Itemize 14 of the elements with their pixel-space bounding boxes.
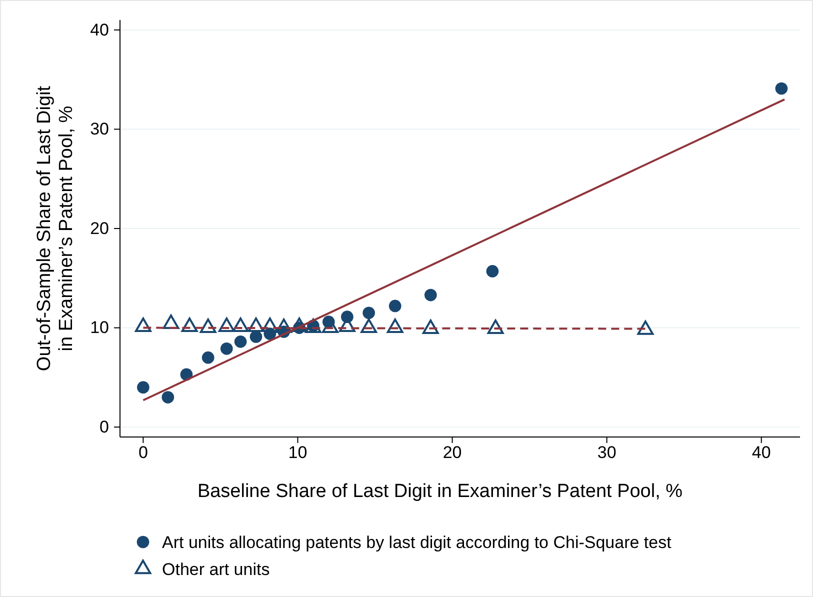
y-axis-title: Out-of-Sample Share of Last Digit in Examiner’s Patent Pool, % [34,85,77,372]
y-tick-label: 10 [90,318,109,338]
x-tick-label: 30 [597,443,616,462]
y-tick-label: 30 [90,120,109,139]
x-tick-label: 0 [138,443,148,462]
legend-label: Other art units [162,560,270,579]
y-tick-label: 0 [100,418,109,437]
y-tick-label: 20 [90,218,109,238]
x-tick-label: 20 [442,443,462,462]
x-tick-label: 40 [752,443,771,462]
y-tick-label: 40 [90,20,109,40]
x-axis-title: Baseline Share of Last Digit in Examiner’s Patent Pool, % [197,481,683,502]
x-tick-label: 10 [288,443,308,462]
legend-label: Art units allocating patents by last digit according to Chi-Square test [162,533,672,552]
